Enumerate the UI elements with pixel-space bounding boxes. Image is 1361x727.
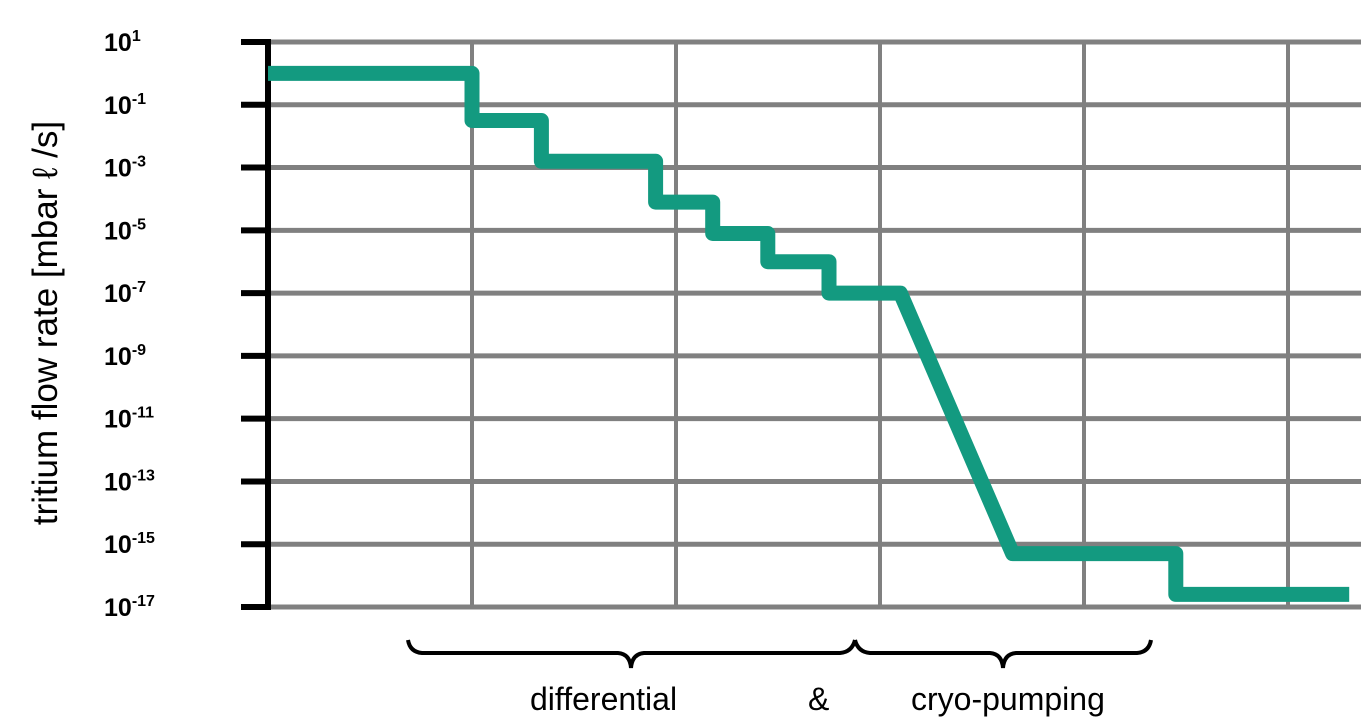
- y-tick-label: 10-7: [104, 279, 146, 308]
- series-line: [268, 65, 1350, 602]
- y-tick-label: 10-9: [104, 342, 146, 371]
- annotation-ampersand: &: [808, 681, 829, 717]
- brace-differential: [406, 639, 857, 669]
- y-tick-label: 10-15: [104, 530, 155, 559]
- y-tick-label: 10-13: [104, 467, 155, 496]
- annotation-differential: differential: [530, 681, 677, 717]
- y-tick-label: 10-3: [104, 154, 146, 183]
- chart-grid: [268, 39, 1361, 610]
- y-tick-label: 10-5: [104, 216, 146, 245]
- brace-cryo: [853, 639, 1153, 669]
- y-axis-label: tritium flow rate [mbar ℓ /s]: [26, 121, 65, 525]
- y-tick-label: 10-11: [104, 405, 154, 434]
- annotation-braces: [406, 639, 1153, 669]
- y-tick-labels: 101 10-1 10-3 10-5 10-7 10-9 10-11 10-13 10-15 10…: [104, 28, 155, 622]
- y-tick-label: 101: [104, 28, 141, 57]
- y-tick-label: 10-1: [104, 91, 146, 120]
- y-tick-label: 10-17: [104, 593, 155, 622]
- annotation-cryo-pumping: cryo-pumping: [911, 681, 1105, 717]
- y-axis: [241, 39, 271, 610]
